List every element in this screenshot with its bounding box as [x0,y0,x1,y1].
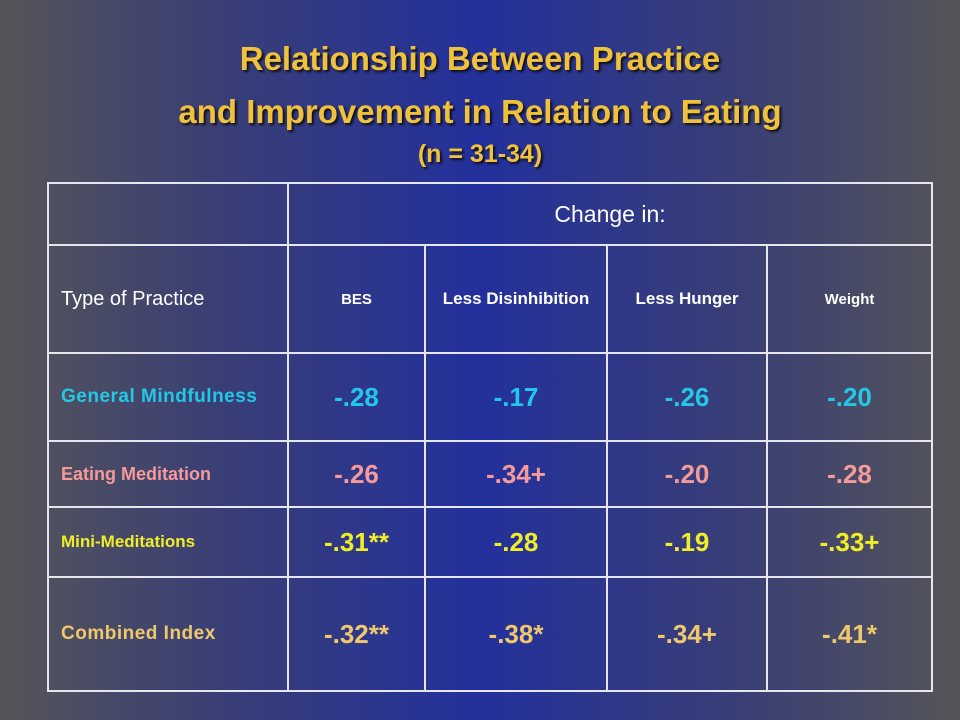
table-row: Combined Index -.32** -.38* -.34+ -.41* [47,576,933,692]
table-cell: -.32** [287,576,426,692]
column-header-bes: BES [287,244,426,354]
table-cell: -.33+ [766,506,933,578]
row-label-mini-meditations: Mini-Meditations [47,506,289,578]
empty-corner-cell [47,182,289,246]
column-header-weight: Weight [766,244,933,354]
table-row: General Mindfulness -.28 -.17 -.26 -.20 [47,352,933,442]
table-cell: -.26 [606,352,768,442]
title-line-2: and Improvement in Relation to Eating [178,93,782,130]
table-cell: -.28 [287,352,426,442]
table-cell: -.34+ [424,440,608,508]
table-cell: -.19 [606,506,768,578]
table-cell: -.38* [424,576,608,692]
column-header-less-hunger: Less Hunger [606,244,768,354]
table-group-header-row: Change in: [47,182,933,246]
table-cell: -.28 [424,506,608,578]
table-cell: -.34+ [606,576,768,692]
table-cell: -.20 [606,440,768,508]
table-cell: -.20 [766,352,933,442]
table-row: Mini-Meditations -.31** -.28 -.19 -.33+ [47,506,933,578]
type-of-practice-header: Type of Practice [47,244,289,354]
column-header-less-disinhibition: Less Disinhibition [424,244,608,354]
row-label-combined-index: Combined Index [47,576,289,692]
row-label-general-mindfulness: General Mindfulness [47,352,289,442]
sample-size-subtitle: (n = 31-34) [417,140,543,168]
table-cell: -.31** [287,506,426,578]
change-in-header: Change in: [287,182,933,246]
table-cell: -.17 [424,352,608,442]
title-line-1: Relationship Between Practice [239,40,721,77]
table-column-header-row: Type of Practice BES Less Disinhibition … [47,244,933,354]
table-cell: -.41* [766,576,933,692]
correlation-table: Change in: Type of Practice BES Less Dis… [47,182,933,692]
table-cell: -.26 [287,440,426,508]
row-label-eating-meditation: Eating Meditation [47,440,289,508]
table-cell: -.28 [766,440,933,508]
table-row: Eating Meditation -.26 -.34+ -.20 -.28 [47,440,933,508]
